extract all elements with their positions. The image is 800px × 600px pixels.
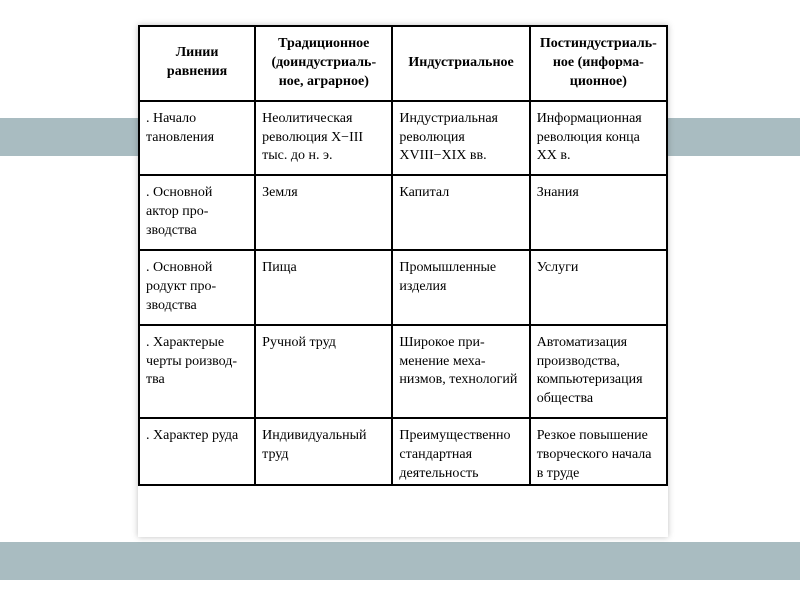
cell-value: Промышлен­ные изделия	[392, 250, 529, 325]
cell-label: . Основной актор про­зводства	[139, 175, 255, 250]
cell-value: Ручной труд	[255, 325, 392, 419]
table-header-row: Линии равнения Традиционное (доиндустриа…	[139, 26, 667, 101]
col-header-lines: Линии равнения	[139, 26, 255, 101]
comparison-table-container: Линии равнения Традиционное (доиндустриа…	[138, 25, 668, 537]
cell-value: Земля	[255, 175, 392, 250]
cell-value: Неолитическая революция X−III тыс. до н.…	[255, 101, 392, 176]
cell-value: Широкое при­менение меха­низмов, техно­л…	[392, 325, 529, 419]
cell-value: Пища	[255, 250, 392, 325]
table-clip: Линии равнения Традиционное (доиндустриа…	[138, 25, 668, 537]
cell-value: Индустриаль­ная революция XVIII−XIX вв.	[392, 101, 529, 176]
cell-value: Автоматизация производства, компьютериза…	[530, 325, 667, 419]
background-band-bottom	[0, 542, 800, 580]
cell-label: . Характер руда	[139, 418, 255, 485]
cell-value: Информационная революция конца XX в.	[530, 101, 667, 176]
table-row: . Основной актор про­зводства Земля Капи…	[139, 175, 667, 250]
cell-value: Капитал	[392, 175, 529, 250]
table-row: . Характер­ые черты роизвод­тва Ручной т…	[139, 325, 667, 419]
cell-value: Резкое повыше­ние творческого начала в т…	[530, 418, 667, 485]
cell-label: . Основной родукт про­зводства	[139, 250, 255, 325]
cell-label: . Начало тановления	[139, 101, 255, 176]
cell-value: Знания	[530, 175, 667, 250]
col-header-industrial: Индустриаль­ное	[392, 26, 529, 101]
table-row: . Характер руда Индивидуаль­ный труд Пре…	[139, 418, 667, 485]
col-header-traditional: Традиционное (доиндустриаль­ное, аграрно…	[255, 26, 392, 101]
table-row: . Начало тановления Неолитическая револю…	[139, 101, 667, 176]
cell-value: Преимуществен­но стандартная деятельност…	[392, 418, 529, 485]
comparison-table: Линии равнения Традиционное (доиндустриа…	[138, 25, 668, 486]
col-header-postindustrial: Постиндустриаль­ное (информа­ционное)	[530, 26, 667, 101]
table-row: . Основной родукт про­зводства Пища Пром…	[139, 250, 667, 325]
cell-value: Индивидуаль­ный труд	[255, 418, 392, 485]
cell-label: . Характер­ые черты роизвод­тва	[139, 325, 255, 419]
cell-value: Услуги	[530, 250, 667, 325]
